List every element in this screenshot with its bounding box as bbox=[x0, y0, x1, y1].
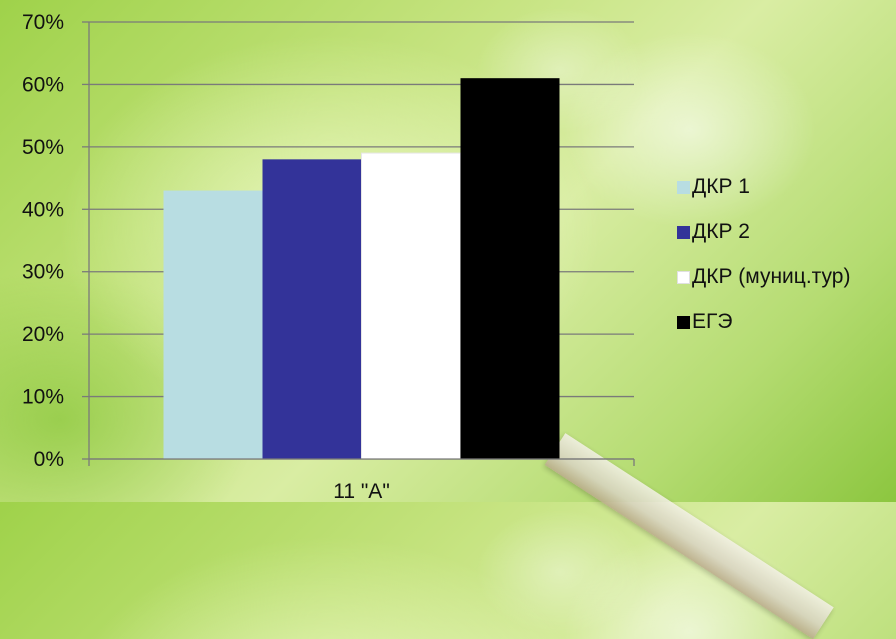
legend-swatch bbox=[677, 180, 690, 194]
legend-label: ДКР (муниц.тур) bbox=[692, 265, 851, 288]
legend-swatch bbox=[677, 315, 690, 329]
y-tick-label: 30% bbox=[22, 261, 64, 284]
legend-swatch bbox=[677, 270, 690, 284]
category-label: 11 "А" bbox=[333, 480, 390, 502]
legend-label: ДКР 2 bbox=[692, 220, 750, 243]
y-tick-label: 40% bbox=[22, 198, 64, 221]
y-tick-label: 60% bbox=[22, 73, 64, 96]
legend-swatch bbox=[677, 225, 690, 239]
y-tick-label: 20% bbox=[22, 323, 64, 346]
legend-label: ЕГЭ bbox=[692, 310, 733, 333]
bar bbox=[262, 159, 362, 460]
legend-item: ЕГЭ bbox=[677, 310, 892, 333]
y-tick-label: 0% bbox=[34, 448, 64, 471]
bar bbox=[460, 78, 560, 459]
legend-item: ДКР (муниц.тур) bbox=[677, 265, 892, 288]
legend-item: ДКР 1 bbox=[677, 175, 892, 198]
y-tick-label: 10% bbox=[22, 386, 64, 409]
bar-chart: 0% 10% 20% 30% 40% 50% 60% 70% 11 "А" bbox=[22, 11, 635, 502]
bar bbox=[361, 152, 461, 460]
y-tick-label: 70% bbox=[22, 11, 64, 34]
bar bbox=[163, 190, 263, 460]
legend-label: ДКР 1 bbox=[692, 175, 750, 198]
chart-legend: ДКР 1 ДКР 2 ДКР (муниц.тур) ЕГЭ bbox=[677, 175, 892, 356]
legend-item: ДКР 2 bbox=[677, 220, 892, 243]
y-tick-label: 50% bbox=[22, 136, 64, 159]
